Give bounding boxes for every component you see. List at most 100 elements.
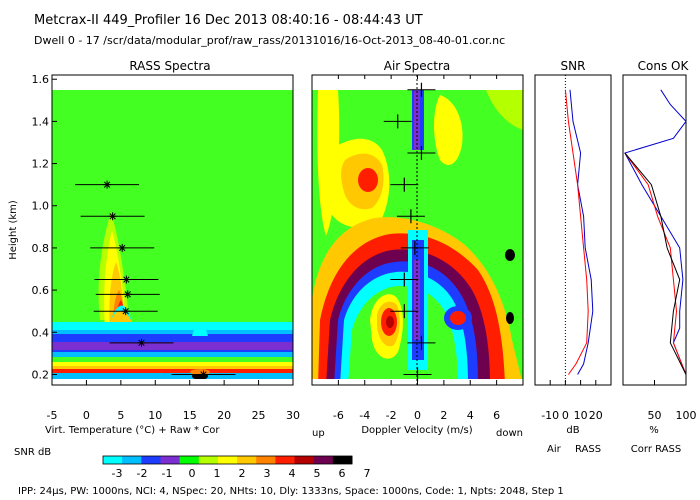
colorbar-segment [198, 456, 219, 464]
rass-x-tick-label: 30 [286, 409, 300, 422]
rass-frame [51, 74, 294, 386]
rass-markers [75, 180, 236, 379]
legend-air: Air [547, 444, 562, 455]
cons-series-0 [624, 89, 687, 375]
legend-corr-rass: Corr RASS [631, 444, 681, 455]
air-upper-red [358, 168, 378, 192]
air-x-tick-label: 2 [440, 409, 447, 422]
air-x-axis-label: Doppler Velocity (m/s) [361, 425, 472, 436]
colorbar-segment [160, 456, 181, 464]
air-x-tick-label: -2 [386, 409, 397, 422]
rass-band-yellow [52, 362, 293, 368]
cons-ok-panel: 50 100 [622, 74, 697, 422]
colorbar-tick-label: 7 [364, 467, 371, 480]
cons-series-1 [624, 152, 687, 375]
rass-x-tick-label: 10 [148, 409, 162, 422]
legend-rass: RASS [575, 444, 601, 455]
air-x-tick-label: 4 [467, 409, 474, 422]
cons-series-2 [624, 152, 687, 375]
rass-x-tick-label: 5 [117, 409, 124, 422]
air-x-tick-label: -4 [359, 409, 370, 422]
y-axis-label: Height (km) [8, 200, 19, 260]
rass-band-orange [52, 366, 293, 371]
rass-x-tick-label: 25 [252, 409, 266, 422]
rass-point [199, 370, 208, 379]
y-tick-label: 1.6 [32, 73, 50, 86]
colorbar-segment [103, 456, 123, 464]
air-x-ticks: -6 -4 -2 0 2 4 6 [333, 75, 500, 422]
colorbar-tick-label: 1 [214, 467, 221, 480]
snr-x-tick-label: 20 [589, 409, 603, 422]
colorbar-tick-label: 2 [239, 467, 246, 480]
air-panel-title: Air Spectra [384, 59, 451, 73]
cons-plot [624, 89, 687, 375]
rass-band-purple [52, 342, 293, 350]
cons-frame [622, 74, 687, 386]
snr-x-tick-label: -10 [541, 409, 559, 422]
colorbar-segment [294, 456, 315, 464]
rass-spectra-panel: -5 0 5 10 15 20 25 30 0.2 0.4 0.6 0.8 1.0 1.2 1.4 1.6 [32, 73, 301, 422]
header-line-2: Dwell 0 - 17 /scr/data/modular_prof/raw_… [34, 34, 505, 47]
y-tick-label: 0.4 [32, 326, 50, 339]
snr-colorbar: -3 -2 -1 0 1 2 3 4 5 6 7 [102, 455, 371, 480]
y-tick-label: 0.8 [32, 242, 50, 255]
rass-y-ticks: 0.2 0.4 0.6 0.8 1.0 1.2 1.4 1.6 [32, 73, 57, 381]
rass-x-tick-label: 0 [83, 409, 90, 422]
cons-x-axis-label: % [649, 425, 659, 436]
air-down-label: down [496, 428, 523, 439]
y-tick-label: 0.6 [32, 284, 50, 297]
snr-series-air [569, 89, 594, 375]
colorbar-segment [275, 456, 296, 464]
air-markers [383, 82, 436, 382]
rass-x-tick-label: 15 [183, 409, 197, 422]
colorbar-tick-label: -2 [137, 467, 148, 480]
snr-x-axis-label: dB [566, 425, 579, 436]
rass-point [137, 338, 146, 347]
colorbar-tick-label: -3 [112, 467, 123, 480]
rass-x-ticks: -5 0 5 10 15 20 25 30 [47, 380, 300, 422]
colorbar-title: SNR dB [14, 447, 51, 458]
rass-point [122, 275, 131, 284]
rass-x-tick-label: -5 [47, 409, 58, 422]
colorbar-segment [217, 456, 238, 464]
snr-x-tick-label: 0 [562, 409, 569, 422]
colorbar-segment [332, 456, 353, 464]
colorbar-tick-label: 5 [314, 467, 321, 480]
snr-frame [534, 74, 612, 386]
air-right-yellow [434, 95, 463, 165]
rass-x-tick-label: 20 [217, 409, 231, 422]
colorbar-frame [102, 455, 353, 465]
air-right-red-blob [450, 311, 466, 325]
snr-plot [564, 75, 594, 385]
rass-bottom-blank [52, 379, 293, 385]
colorbar-tick-label: 0 [189, 467, 196, 480]
colorbar-segment [179, 456, 200, 464]
air-core-darkred [386, 316, 394, 328]
rass-band-blue-low [52, 373, 293, 379]
rass-point [123, 290, 132, 299]
y-tick-label: 0.2 [32, 368, 50, 381]
cons-x-tick-label: 100 [676, 409, 697, 422]
snr-x-ticks: -10 0 10 20 [541, 380, 603, 422]
colorbar-tick-label: 4 [289, 467, 296, 480]
colorbar-segment [141, 456, 161, 464]
rass-point [121, 307, 130, 316]
colorbar-tick-label: -1 [162, 467, 173, 480]
rass-cyan-bump [192, 324, 208, 336]
cons-x-ticks: 50 100 [648, 380, 697, 422]
snr-panel-title: SNR [561, 59, 586, 73]
cons-x-tick-label: 50 [648, 409, 662, 422]
air-right-top-green [486, 90, 523, 130]
air-dark-spot [505, 249, 515, 261]
colorbar-segment [256, 456, 276, 464]
cons-panel-title: Cons OK [638, 59, 690, 73]
colorbar-segment [313, 456, 334, 464]
colorbar-tick-label: 6 [339, 467, 346, 480]
rass-band-cyan [52, 305, 293, 330]
rass-panel-title: RASS Spectra [129, 59, 210, 73]
rass-plume-base [110, 310, 132, 322]
rass-band-red [52, 369, 293, 373]
y-tick-label: 1.0 [32, 200, 50, 213]
air-spectra-panel: -6 -4 -2 0 2 4 6 [311, 74, 524, 422]
